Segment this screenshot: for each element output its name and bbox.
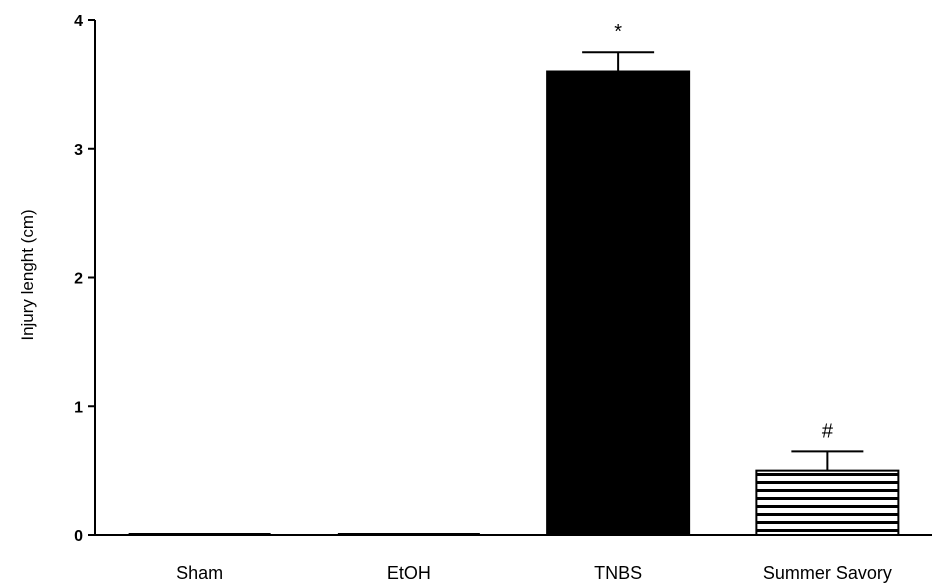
x-tick-label: EtOH xyxy=(387,563,431,583)
y-tick-label: 2 xyxy=(74,271,83,288)
plot-area: 0 1 2 3 4 Sham EtOH * TNBS # Summer Savory xyxy=(74,13,932,583)
significance-marker: # xyxy=(822,420,834,442)
y-tick-label: 1 xyxy=(74,399,83,416)
x-tick-label: Summer Savory xyxy=(763,563,892,583)
y-axis-title: Injury lenght (cm) xyxy=(18,209,37,340)
x-tick-label: Sham xyxy=(176,563,223,583)
y-tick-label: 4 xyxy=(74,13,83,30)
bar xyxy=(755,469,900,536)
bar xyxy=(546,70,691,536)
y-tick-label: 0 xyxy=(74,528,83,545)
x-tick-label: TNBS xyxy=(594,563,642,583)
significance-marker: * xyxy=(614,21,622,43)
y-tick-label: 3 xyxy=(74,142,83,159)
